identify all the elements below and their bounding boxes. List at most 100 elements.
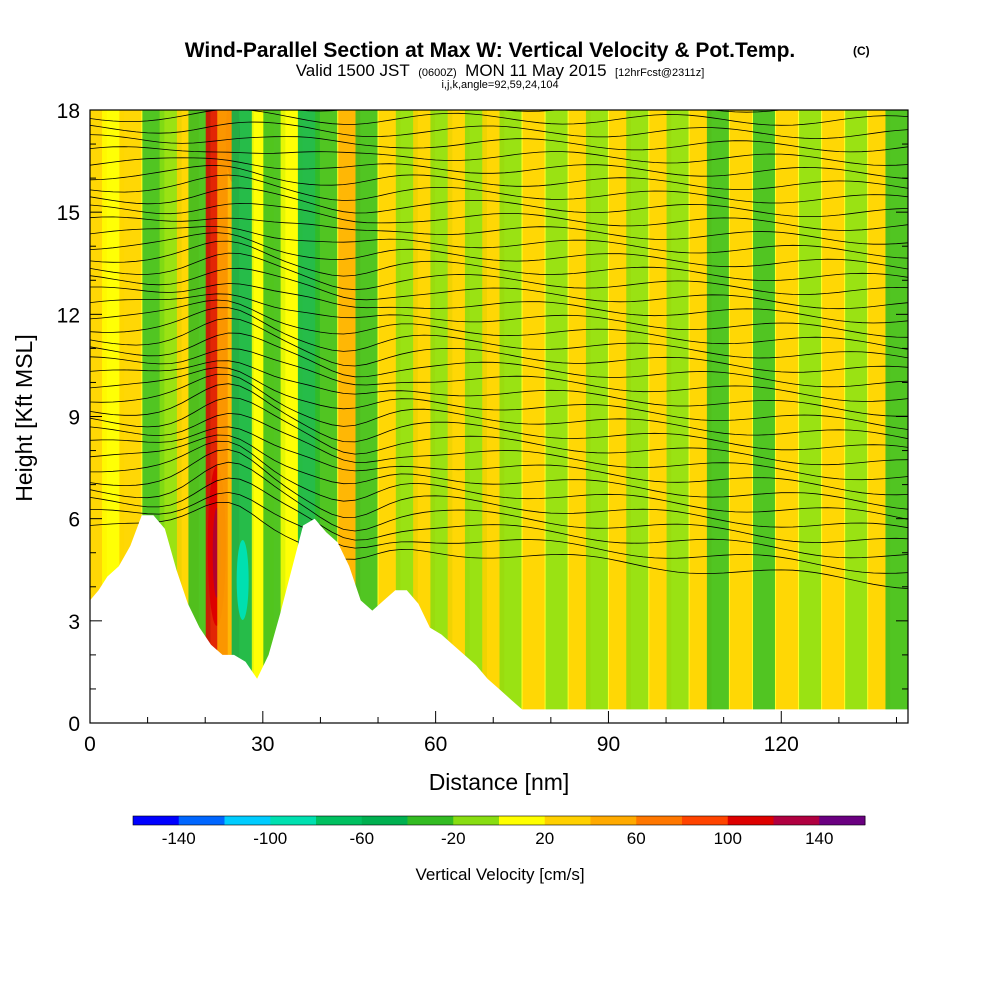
theta-contour — [90, 226, 908, 259]
velocity-cell — [626, 110, 649, 723]
y-axis-label: Height [Kft MSL] — [11, 334, 37, 501]
theta-contour — [90, 412, 908, 481]
velocity-cell — [608, 110, 631, 723]
chart-title: Wind-Parallel Section at Max W: Vertical… — [185, 39, 796, 62]
velocity-cell — [464, 110, 487, 723]
velocity-cell — [845, 110, 868, 723]
theta-contour — [90, 477, 908, 559]
theta-contour — [90, 501, 908, 589]
theta-contour — [90, 283, 908, 324]
copyright-mark: (C) — [853, 44, 870, 58]
velocity-cell — [395, 110, 418, 723]
grid-params: i,j,k,angle=92,59,24,104 — [441, 79, 558, 91]
theta-contour — [90, 134, 908, 153]
colorbar-tick-label: -20 — [441, 829, 466, 848]
colorbar-swatch — [453, 816, 500, 825]
velocity-cell — [413, 110, 436, 723]
velocity-cell — [482, 110, 505, 723]
theta-contour — [90, 449, 908, 529]
theta-contour — [90, 348, 908, 402]
theta-contour — [90, 240, 908, 282]
theta-contour — [90, 317, 908, 373]
theta-contour — [90, 299, 908, 350]
velocity-cell — [568, 110, 591, 723]
y-tick-label: 9 — [68, 407, 80, 430]
velocity-cell — [666, 110, 689, 723]
plot-area — [90, 110, 908, 723]
y-tick-label: 18 — [57, 100, 80, 123]
theta-contour — [90, 146, 908, 166]
velocity-cell — [666, 110, 689, 723]
theta-contour — [90, 121, 908, 140]
theta-contour — [90, 373, 908, 440]
theta-contour — [90, 174, 908, 204]
velocity-cell — [545, 110, 568, 723]
theta-contour — [90, 434, 908, 510]
velocity-cell — [522, 110, 545, 723]
theta-contour — [90, 426, 908, 496]
velocity-cell — [378, 110, 401, 723]
velocity-cell — [430, 110, 453, 723]
velocity-cell — [447, 110, 470, 723]
colorbar-swatch — [819, 816, 866, 825]
colorbar-label: Vertical Velocity [cm/s] — [415, 865, 584, 884]
theta-contour — [90, 307, 908, 359]
velocity-cell — [355, 110, 378, 723]
theta-contour — [90, 360, 908, 417]
velocity-cell — [545, 110, 568, 723]
velocity-cell — [845, 110, 868, 723]
velocity-cell — [649, 110, 672, 723]
velocity-cell — [799, 110, 822, 723]
velocity-cell — [689, 110, 712, 723]
velocity-cell — [522, 110, 545, 723]
velocity-cell — [608, 110, 631, 723]
velocity-cell — [649, 110, 672, 723]
forecast-info: [12hrFcst@2311z] — [615, 67, 704, 79]
colorbar-swatch — [361, 816, 408, 825]
theta-contour — [90, 202, 908, 231]
colorbar-swatch — [544, 816, 591, 825]
colorbar-swatch — [727, 816, 774, 825]
downdraft-core — [236, 539, 249, 620]
theta-contour — [90, 491, 908, 574]
y-tick-label: 6 — [68, 509, 80, 532]
colorbar-swatch — [133, 816, 180, 825]
colorbar-tick-label: 100 — [714, 829, 742, 848]
theta-contour — [90, 252, 908, 296]
colorbar-swatch — [224, 816, 271, 825]
y-tick-label: 15 — [57, 202, 80, 225]
velocity-cell — [263, 110, 286, 723]
colorbar-swatch — [270, 816, 317, 825]
theta-contour — [90, 440, 908, 520]
subtitle-line: Valid 1500 JST (0600Z) MON 11 May 2015 [… — [296, 61, 705, 80]
colorbar-tick-label: -60 — [349, 829, 374, 848]
theta-contour — [90, 383, 908, 451]
theta-contour — [90, 461, 908, 543]
colorbar: -140 -100 -60 -20 20 60 100 140 — [132, 815, 866, 848]
theta-contour — [90, 110, 784, 113]
velocity-cell — [231, 110, 254, 723]
theta-contour — [90, 367, 908, 430]
theta-contour — [90, 157, 908, 180]
theta-contour — [90, 397, 908, 466]
x-tick-label: 0 — [84, 733, 96, 756]
theta-contour — [90, 164, 908, 190]
colorbar-swatch — [407, 816, 454, 825]
velocity-cell — [499, 110, 522, 723]
valid-date: MON 11 May 2015 — [465, 61, 606, 80]
colorbar-frame — [132, 815, 866, 826]
velocity-cell — [585, 110, 608, 723]
velocity-cell — [395, 110, 418, 723]
velocity-cell — [729, 110, 752, 723]
velocity-cell — [447, 110, 470, 723]
colorbar-swatch — [499, 816, 546, 825]
terrain-mask — [90, 515, 908, 723]
colorbar-tick-label: -140 — [162, 829, 196, 848]
x-axis-label: Distance [nm] — [429, 769, 570, 795]
colorbar-swatch — [682, 816, 729, 825]
velocity-cell — [585, 110, 608, 723]
y-axis: 0 3 6 9 12 15 18 — [57, 100, 908, 736]
velocity-cell — [706, 110, 729, 723]
velocity-cell — [482, 110, 505, 723]
